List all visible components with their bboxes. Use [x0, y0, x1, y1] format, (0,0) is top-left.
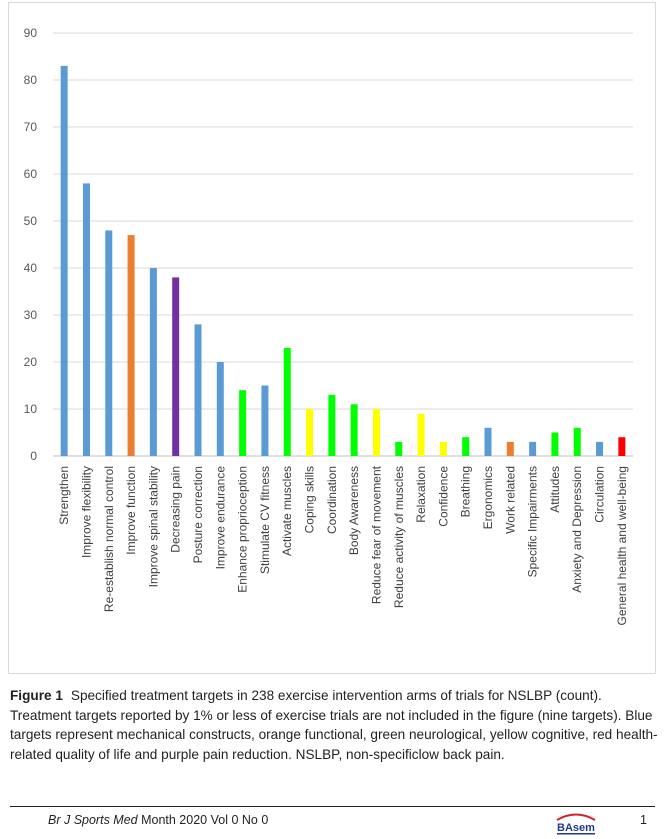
x-tick-label: Circulation [593, 466, 607, 523]
journal-citation: Br J Sports Med Month 2020 Vol 0 No 0 [48, 813, 268, 827]
x-tick-label: Stimulate CV fitness [258, 466, 272, 574]
x-tick-label: Reduce fear of movement [369, 465, 383, 604]
footer-rule [10, 806, 655, 807]
bar [551, 432, 559, 456]
figure-caption: Figure 1 Specified treatment targets in 2… [10, 686, 658, 764]
y-tick-label: 30 [24, 308, 38, 322]
x-tick-label: Anxiety and Depression [570, 466, 584, 593]
x-tick-label: Decreasing pain [169, 466, 183, 553]
bar [372, 409, 380, 456]
x-tick-label: Strengthen [57, 466, 71, 525]
figure-label: Figure 1 [10, 688, 63, 703]
bar [618, 437, 626, 456]
y-tick-label: 70 [24, 120, 38, 134]
bar [261, 385, 269, 456]
basem-logo: BAsem [556, 813, 596, 835]
y-tick-label: 40 [24, 261, 38, 275]
bar [105, 230, 113, 456]
y-tick-label: 10 [24, 402, 38, 416]
x-tick-label: Ergonomics [481, 466, 495, 529]
bar [350, 404, 358, 456]
y-tick-label: 50 [24, 214, 38, 228]
journal-name: Br J Sports Med [48, 813, 138, 827]
x-tick-label: Posture correction [191, 466, 205, 563]
bar [395, 441, 403, 456]
bar [194, 324, 202, 456]
bar [573, 427, 581, 456]
x-tick-label: Body Awareness [347, 466, 361, 555]
x-tick-label: Improve endurance [213, 466, 227, 570]
bar [127, 235, 135, 456]
bar-chart: 0 10 20 30 40 50 60 70 80 90 Strengthen Improve fle… [24, 26, 633, 625]
x-tick-label: Activate muscles [280, 466, 294, 556]
bar [417, 413, 425, 456]
bar [529, 441, 537, 456]
x-tick-label: Specific Impairments [526, 466, 540, 577]
bar [60, 65, 68, 457]
svg-text:BAsem: BAsem [557, 822, 595, 834]
bar [172, 277, 180, 456]
bar [306, 409, 314, 456]
bar [328, 394, 336, 456]
bar [239, 390, 247, 456]
bar [506, 441, 514, 456]
bar [439, 441, 447, 456]
x-tick-label: Confidence [436, 466, 450, 527]
bar [149, 268, 157, 456]
journal-issue: Month 2020 Vol 0 No 0 [137, 813, 269, 827]
y-tick-label: 60 [24, 167, 38, 181]
y-tick-label: 20 [24, 355, 38, 369]
bar [82, 183, 90, 456]
x-tick-label: Improve spinal stability [146, 466, 160, 587]
bar [462, 437, 470, 456]
x-tick-label: Coordination [325, 466, 339, 534]
page-number: 1 [640, 813, 647, 827]
bar [216, 362, 224, 456]
x-tick-label: Improve flexibility [79, 466, 93, 558]
x-tick-label: Relaxation [414, 466, 428, 523]
bar [283, 347, 291, 456]
x-tick-label: Enhance proprioception [236, 466, 250, 593]
y-tick-label: 0 [30, 449, 37, 463]
x-tick-label: Breathing [459, 466, 473, 517]
x-tick-label: Attitudes [548, 466, 562, 513]
y-tick-label: 80 [24, 73, 38, 87]
y-tick-label: 90 [24, 26, 38, 40]
x-tick-label: Reduce activity of muscles [392, 466, 406, 608]
chart-frame: 0 10 20 30 40 50 60 70 80 90 Strengthen Improve fle… [8, 2, 656, 674]
x-tick-label: Re-establish normal control [102, 466, 116, 612]
caption-text: Specified treatment targets in 238 exerc… [10, 688, 658, 762]
x-tick-label: General health and well-being [615, 466, 629, 625]
x-tick-label: Coping skills [303, 466, 317, 533]
x-tick-label: Work related [503, 466, 517, 534]
x-tick-label: Improve function [124, 466, 138, 555]
bar [596, 441, 604, 456]
bar [484, 427, 492, 456]
